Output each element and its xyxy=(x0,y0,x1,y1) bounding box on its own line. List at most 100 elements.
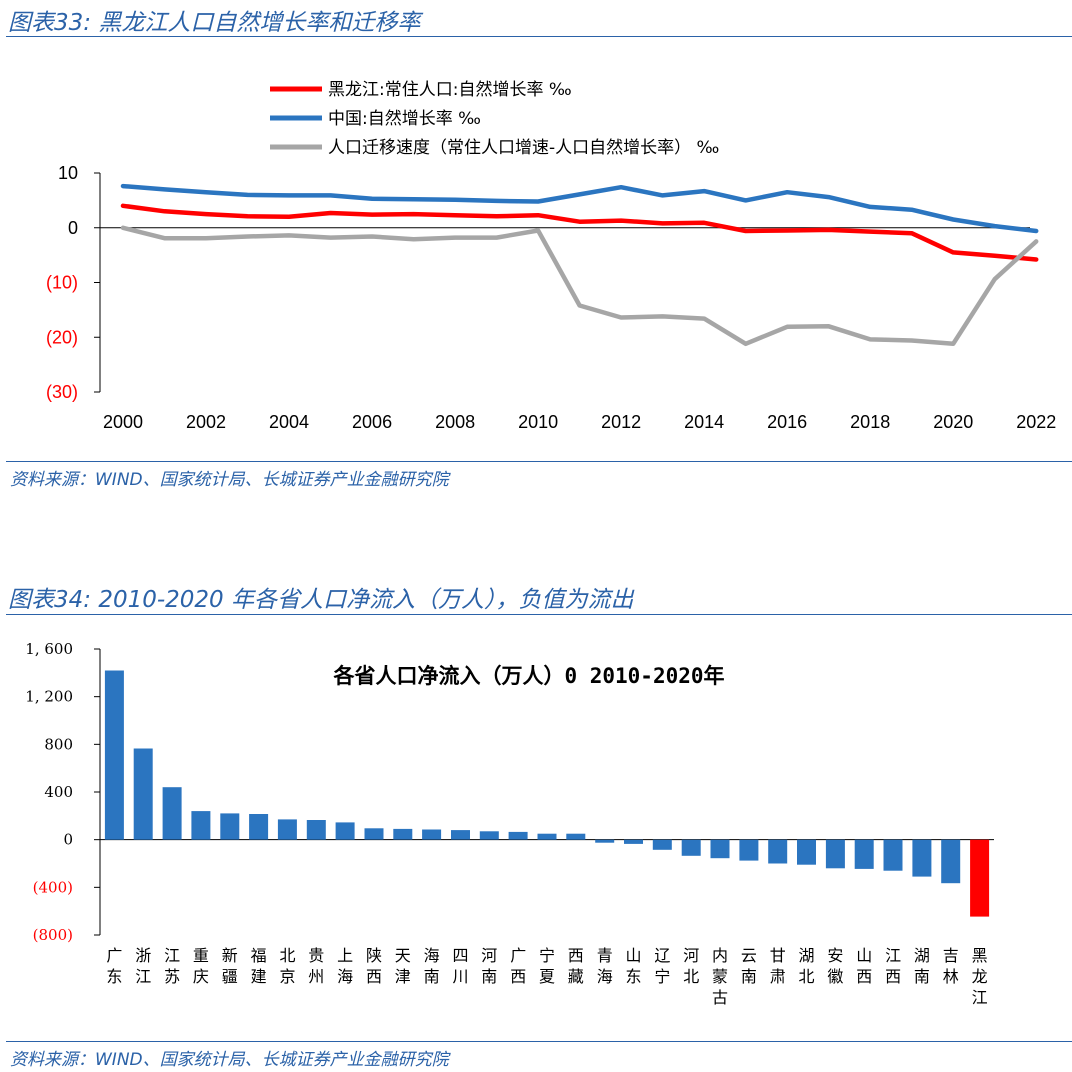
x-category-label: 河南 xyxy=(481,946,497,986)
bar-青海 xyxy=(595,839,615,843)
legend-label: 人口迁移速度（常住人口增速-人口自然增长率） ‰ xyxy=(328,138,719,158)
bar-重庆 xyxy=(191,811,211,840)
y-tick-label: 400 xyxy=(44,783,73,801)
figure-33-title: 图表33: 黑龙江人口自然增长率和迁移率 xyxy=(8,10,421,36)
bar-云南 xyxy=(739,839,759,861)
x-category-label: 四川 xyxy=(452,946,468,986)
x-tick-label: 2018 xyxy=(850,412,890,432)
bar-山西 xyxy=(854,839,874,869)
y-tick-label: (20) xyxy=(46,327,78,347)
bar-海南 xyxy=(422,829,442,840)
x-category-label: 湖南 xyxy=(914,946,930,986)
x-category-label: 宁夏 xyxy=(539,946,555,986)
x-category-label: 甘肃 xyxy=(770,946,786,986)
bar-chart: 各省人口净流入（万人）0 2010-2020年 1, 600 1, 200 800 4… xyxy=(25,640,994,1007)
x-category-label: 陕西 xyxy=(366,946,382,986)
x-category-label: 广西 xyxy=(510,946,526,986)
bar-湖南 xyxy=(912,839,932,877)
x-category-label: 浙江 xyxy=(135,946,151,986)
x-category-label: 河北 xyxy=(683,946,699,986)
bar-江苏 xyxy=(162,787,182,840)
bar-江西 xyxy=(883,839,903,871)
x-category-label: 江西 xyxy=(885,946,901,986)
x-tick-label: 2000 xyxy=(103,412,143,432)
x-category-label: 青海 xyxy=(597,946,613,986)
x-category-label: 黑龙江 xyxy=(972,946,988,1007)
x-category-label: 吉林 xyxy=(943,946,959,986)
legend-label: 中国:自然增长率 ‰ xyxy=(328,109,481,129)
x-category-label: 福建 xyxy=(251,946,267,986)
x-category-label: 海南 xyxy=(424,946,440,986)
bar-内蒙古 xyxy=(710,839,730,859)
legend-label: 黑龙江:常住人口:自然增长率 ‰ xyxy=(328,80,572,100)
x-category-label: 重庆 xyxy=(193,946,209,986)
bar-辽宁 xyxy=(652,839,672,850)
figure-33-bottom-rule xyxy=(6,461,1072,462)
x-tick-label: 2012 xyxy=(601,412,641,432)
bar-河南 xyxy=(479,831,499,840)
x-category-label: 贵州 xyxy=(308,946,324,986)
bar-陕西 xyxy=(364,828,384,840)
bar-新疆 xyxy=(220,813,240,840)
bar-四川 xyxy=(451,830,470,840)
bar-宁夏 xyxy=(537,833,557,840)
bar-广西 xyxy=(508,831,528,840)
y-tick-label: 1, 600 xyxy=(25,640,73,658)
x-category-label: 云南 xyxy=(741,946,757,986)
figure-34-title: 图表34: 2010-2020 年各省人口净流入（万人），负值为流出 xyxy=(8,587,634,613)
x-category-label: 北京 xyxy=(279,946,295,986)
x-tick-label: 2004 xyxy=(269,412,309,432)
y-tick-label: 0 xyxy=(68,218,78,238)
x-category-label: 安徽 xyxy=(827,946,843,986)
y-tick-label: (30) xyxy=(46,382,78,402)
x-tick-label: 2010 xyxy=(518,412,558,432)
x-category-label: 西藏 xyxy=(568,946,584,986)
series-line-2 xyxy=(120,183,1039,234)
series-line-1 xyxy=(120,203,1039,262)
x-category-label: 辽宁 xyxy=(654,946,670,986)
bar-广东 xyxy=(104,670,124,840)
x-tick-label: 2006 xyxy=(352,412,392,432)
x-category-label: 山东 xyxy=(625,946,641,986)
x-category-label: 天津 xyxy=(395,946,411,986)
x-tick-label: 2022 xyxy=(1016,412,1056,432)
bar-甘肃 xyxy=(768,839,788,864)
x-category-label: 上海 xyxy=(337,946,353,986)
figure-34-bottom-rule xyxy=(6,1041,1072,1042)
x-tick-label: 2016 xyxy=(767,412,807,432)
figure-34-source: 资料来源：WIND、国家统计局、长城证券产业金融研究院 xyxy=(10,1050,449,1070)
x-category-label: 湖北 xyxy=(798,946,814,986)
x-tick-label: 2020 xyxy=(933,412,973,432)
bar-西藏 xyxy=(566,833,586,840)
x-category-label: 新疆 xyxy=(222,946,238,986)
x-category-label: 江苏 xyxy=(164,946,180,986)
x-tick-label: 2002 xyxy=(186,412,226,432)
bar-湖北 xyxy=(797,839,816,865)
y-tick-label: (10) xyxy=(46,273,78,293)
x-category-label: 内蒙古 xyxy=(712,946,728,1007)
x-category-label: 山西 xyxy=(856,946,872,986)
y-tick-label: 0 xyxy=(63,831,73,849)
bar-浙江 xyxy=(133,748,153,840)
x-category-label: 广东 xyxy=(106,946,122,986)
bar-天津 xyxy=(393,828,413,840)
bar-chart-title: 各省人口净流入（万人）0 2010-2020年 xyxy=(332,664,724,688)
series-line-3 xyxy=(120,225,1039,347)
x-tick-label: 2014 xyxy=(684,412,724,432)
y-tick-label: 800 xyxy=(44,735,73,753)
x-tick-label: 2008 xyxy=(435,412,475,432)
line-chart: 10 0 (10) (20) (30) 2000 2002 2004 2006 2008 2010 2… xyxy=(46,80,1056,432)
bar-上海 xyxy=(335,822,355,840)
bar-吉林 xyxy=(941,839,961,884)
y-tick-label: (800) xyxy=(33,926,73,944)
bar-山东 xyxy=(624,839,643,844)
bar-河北 xyxy=(681,839,701,856)
y-tick-label: 1, 200 xyxy=(25,688,73,706)
figure-34-top-rule xyxy=(6,614,1072,615)
bar-黑龙江 xyxy=(970,839,990,917)
bar-北京 xyxy=(277,819,297,840)
y-tick-label: 10 xyxy=(58,163,78,183)
figure-33-top-rule xyxy=(6,36,1072,37)
bar-安徽 xyxy=(825,839,845,869)
bar-贵州 xyxy=(306,820,326,840)
